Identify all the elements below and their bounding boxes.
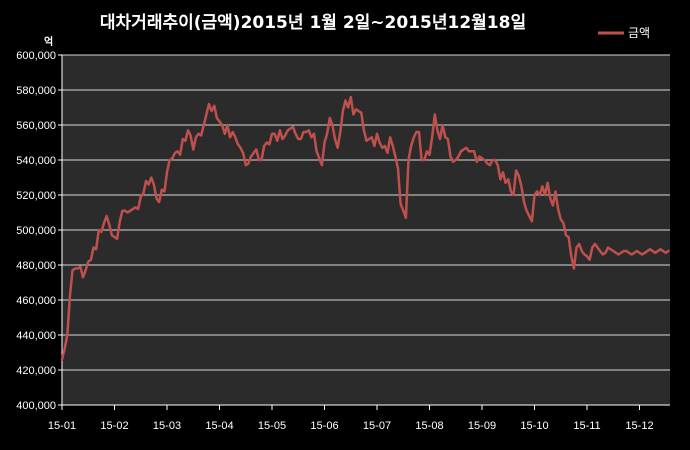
chart-title: 대차거래추이(금액)2015년 1월 2일~2015년12월18일 [100,13,526,33]
x-tick-label-0: 15-01 [48,420,76,432]
y-tick-label-9: 580,000 [16,85,56,97]
x-tick-label-11: 15-12 [625,420,653,432]
y-tick-label-2: 440,000 [16,330,56,342]
legend-label: 금액 [628,26,650,40]
y-tick-label-1: 420,000 [16,365,56,377]
y-tick-label-0: 400,000 [16,400,56,412]
y-axis-ticks: 400,000 420,000 440,000 460,000 480,000 500,0… [16,50,62,412]
legend: 금액 [598,26,650,40]
x-tick-label-5: 15-06 [310,420,338,432]
gridlines [62,54,670,371]
series-line-0 [60,95,670,361]
y-tick-label-6: 520,000 [16,190,56,202]
x-tick-label-7: 15-08 [415,420,443,432]
x-tick-label-10: 15-11 [573,420,600,432]
y-tick-label-7: 540,000 [16,155,56,167]
x-tick-label-3: 15-04 [205,420,233,432]
x-tick-label-6: 15-07 [363,420,391,432]
y-tick-label-4: 480,000 [16,260,56,272]
y-axis-unit-label: 억 [44,36,53,48]
x-tick-label-4: 15-05 [258,420,286,432]
y-tick-label-3: 460,000 [16,295,56,307]
x-tick-label-2: 15-03 [153,420,181,432]
y-tick-label-10: 600,000 [16,50,56,62]
y-tick-label-5: 500,000 [16,225,56,237]
series-lines [60,95,670,361]
x-axis-ticks: 15-01 15-02 15-03 15-04 15-05 15-06 15-07 15-08… [48,405,654,432]
x-tick-label-9: 15-10 [520,420,548,432]
x-tick-label-1: 15-02 [100,420,128,432]
y-tick-label-8: 560,000 [16,120,56,132]
x-tick-label-8: 15-09 [468,420,496,432]
